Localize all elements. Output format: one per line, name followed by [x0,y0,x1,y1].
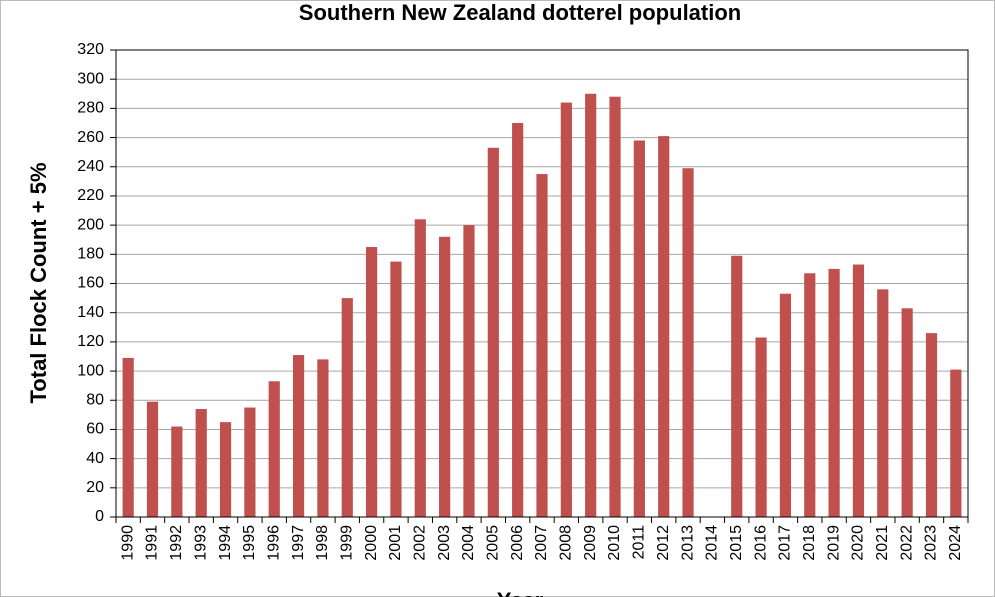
x-tick-label: 1993 [192,525,209,561]
bar [487,147,499,517]
bar [171,426,183,517]
x-tick-label: 2023 [923,525,940,561]
bar [560,102,572,517]
x-tick-label: 2005 [485,525,502,561]
y-tick-label: 240 [77,158,104,175]
bar [585,93,597,517]
x-tick-label: 1998 [314,525,331,561]
x-tick-label: 2022 [898,525,915,561]
x-tick-label: 1994 [217,525,234,561]
bar [439,236,451,518]
x-tick-label: 2020 [850,525,867,561]
x-tick-label: 2013 [679,525,696,561]
x-tick-label: 2002 [412,525,429,561]
x-tick-label: 1996 [265,525,282,561]
bar [828,268,840,517]
chart-title: Southern New Zealand dotterel population [299,0,741,25]
bar [219,422,232,517]
y-tick-label: 20 [86,479,104,496]
bar [390,261,402,517]
y-tick-label: 60 [86,421,104,438]
y-tick-label: 80 [86,391,104,408]
bar [609,96,621,517]
bar [268,381,280,517]
y-tick-label: 320 [77,41,104,58]
bar [731,255,743,517]
bar [925,333,938,517]
y-tick-label: 160 [77,275,104,292]
x-tick-label: 2024 [947,525,964,561]
x-tick-label: 2019 [825,525,842,561]
y-tick-label: 180 [77,246,104,263]
x-tick-label: 2014 [704,525,721,561]
x-tick-label: 2003 [436,525,453,561]
x-tick-label: 1999 [338,525,355,561]
bar [658,136,670,517]
x-tick-label: 1991 [144,525,161,561]
x-tick-label: 2021 [874,525,891,561]
bar [779,293,792,517]
x-tick-label: 2018 [801,525,818,561]
bar [804,273,816,517]
x-tick-label: 2011 [631,525,648,560]
x-tick-label: 1990 [119,525,136,561]
bar [682,168,694,517]
x-tick-label: 2007 [533,525,550,561]
x-tick-label: 2012 [655,525,672,561]
bar [633,140,645,517]
bar [852,264,865,517]
bar [244,407,256,517]
bar [512,122,524,517]
y-tick-label: 300 [77,70,104,87]
y-tick-label: 140 [77,304,104,321]
x-tick-label: 2006 [509,525,526,561]
bar [341,298,353,517]
bar [292,355,305,517]
x-tick-label: 2010 [606,525,623,561]
x-tick-label: 2000 [363,525,380,561]
bar [536,174,548,517]
x-tick-label: 2016 [752,525,769,561]
bar [755,337,767,517]
bar [366,247,378,517]
y-tick-label: 200 [77,216,104,233]
x-tick-label: 1997 [290,525,307,561]
y-tick-label: 40 [86,450,104,467]
x-tick-label: 2004 [460,525,477,561]
x-tick-label: 1992 [168,525,185,561]
y-tick-label: 100 [77,362,104,379]
bar [122,357,134,517]
x-tick-label: 2001 [387,525,404,561]
y-axis-label: Total Flock Count + 5% [26,162,51,403]
x-tick-label: 1995 [241,525,258,561]
y-tick-label: 220 [77,187,104,204]
x-tick-label: 2017 [777,525,794,561]
plot-border [115,49,969,518]
bar [195,409,207,517]
bar [317,359,329,517]
bar [950,369,962,517]
y-tick-label: 260 [77,129,104,146]
bar [901,308,913,517]
bar [463,225,475,517]
y-tick-label: 0 [95,508,104,525]
y-tick-label: 280 [77,100,104,117]
bar [414,219,426,517]
x-tick-label: 2008 [558,525,575,561]
x-tick-label: 2009 [582,525,599,561]
bar [146,401,159,517]
x-axis-label: Year [497,588,544,597]
y-tick-label: 120 [77,333,104,350]
x-tick-label: 2015 [728,525,745,561]
bar [877,289,889,517]
